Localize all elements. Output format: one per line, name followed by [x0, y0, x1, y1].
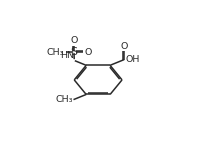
Text: HN: HN	[60, 51, 74, 60]
Text: O: O	[85, 48, 92, 57]
Text: CH₃: CH₃	[47, 48, 64, 57]
Text: CH₃: CH₃	[55, 95, 73, 104]
Text: O: O	[70, 36, 78, 45]
Text: O: O	[120, 42, 128, 51]
Text: OH: OH	[126, 55, 140, 64]
Text: S: S	[71, 47, 78, 57]
